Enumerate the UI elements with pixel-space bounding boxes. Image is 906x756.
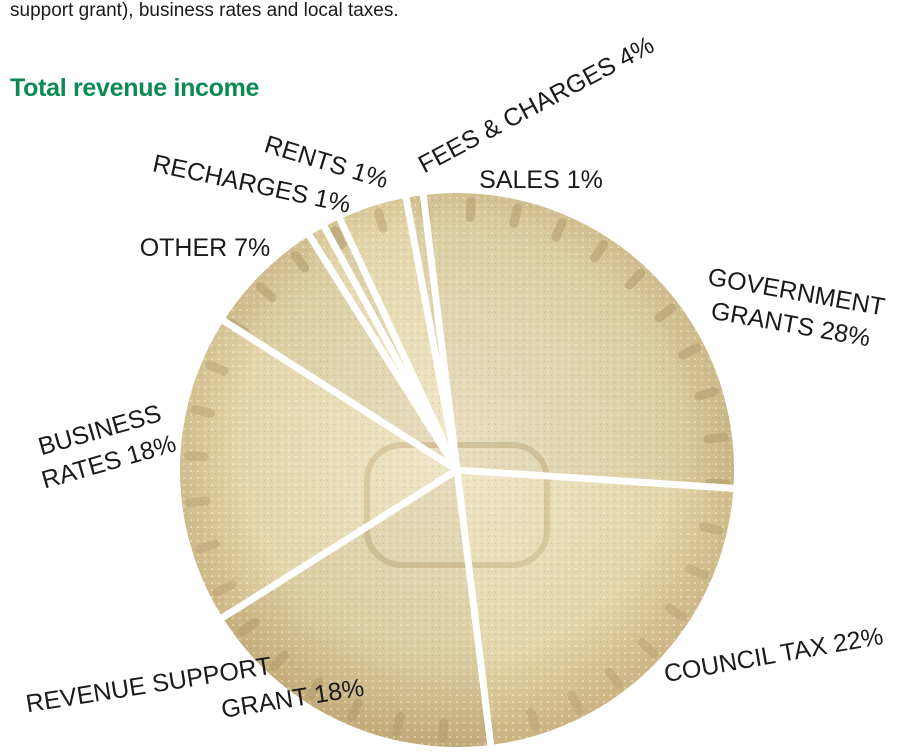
- crust-crimp: [190, 404, 215, 418]
- crust-crimp: [685, 564, 710, 580]
- slice-separator: [456, 466, 740, 493]
- slice-government-grants: [423, 193, 734, 488]
- crust-crimp: [664, 603, 688, 622]
- label-fees-charges: FEES & CHARGES 4%: [414, 31, 659, 179]
- intro-text: support grant), business rates and local…: [10, 0, 399, 21]
- label-business-rates: BUSINESSRATES 18%: [29, 398, 179, 495]
- label-government-grants: GOVERNMENTGRANTS 28%: [700, 263, 887, 354]
- crust-crimp: [567, 690, 584, 715]
- crust-crimp: [551, 217, 567, 242]
- crust-crimp: [438, 718, 449, 744]
- crust-crimp: [212, 580, 237, 597]
- crust-crimp: [183, 451, 209, 462]
- crust-crimp: [590, 239, 609, 263]
- crust-crimp: [347, 698, 363, 723]
- slice-business-rates: [180, 320, 457, 618]
- slice-separator: [453, 469, 495, 752]
- crust-crimp: [204, 360, 229, 376]
- crust-crimp: [391, 712, 405, 737]
- label-sales: SALES 1%: [479, 166, 603, 194]
- label-other: OTHER 7%: [140, 234, 271, 262]
- slice-separator: [334, 212, 461, 472]
- crust-crimp: [677, 343, 702, 360]
- label-council-tax: COUNCIL TAX 22%: [662, 622, 885, 688]
- crust-crimp: [703, 432, 729, 444]
- crust-crimp: [195, 539, 220, 554]
- crust-crimp: [699, 522, 724, 536]
- slice-separator: [401, 191, 461, 471]
- crust-crimp: [465, 196, 476, 222]
- crust-crimp: [654, 303, 677, 323]
- slice-separator: [215, 467, 459, 624]
- crust-crimp: [604, 667, 624, 690]
- crust-crimp: [330, 225, 347, 250]
- crust-crimp: [290, 250, 310, 273]
- slice-council-tax: [457, 470, 734, 745]
- crust-crimp: [269, 650, 289, 672]
- slice-separator: [216, 314, 459, 473]
- crust-crimp: [625, 268, 645, 290]
- crust-crimp: [185, 496, 211, 508]
- crust-crimp: [305, 677, 324, 701]
- crust-crimp: [637, 638, 659, 658]
- crust-crimp: [705, 478, 731, 489]
- crust-crimp: [373, 208, 388, 233]
- chart-title: Total revenue income: [10, 74, 260, 102]
- crust-crimp: [526, 707, 541, 732]
- crust-crimp: [694, 386, 719, 401]
- crust-crimp: [255, 282, 277, 302]
- crust-crimp: [509, 203, 523, 228]
- crust-crimp: [237, 617, 260, 637]
